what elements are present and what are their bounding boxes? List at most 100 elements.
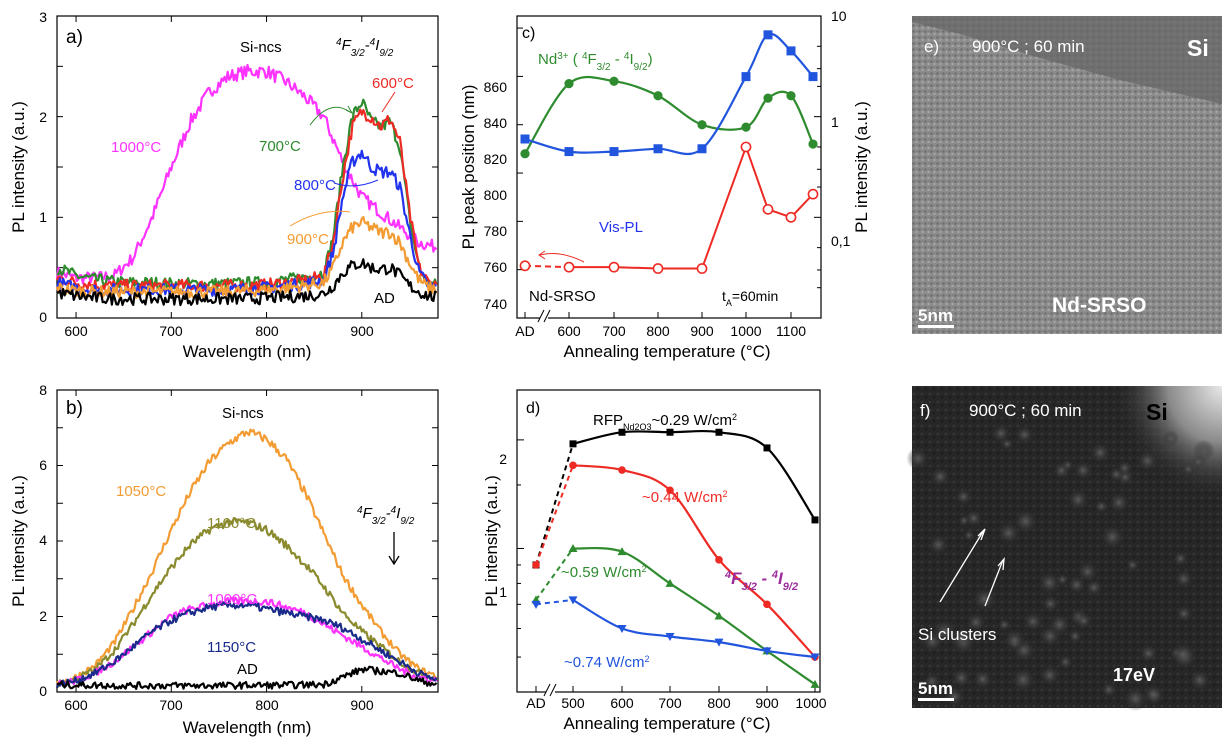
f-cluster-spot (1089, 441, 1111, 464)
a-xtick-900: 900 (350, 323, 374, 339)
c-line-sipl-dashed (524, 264, 570, 269)
f-cluster-spot (1067, 628, 1083, 644)
c-point-vis-1050 (763, 30, 773, 40)
c-point-vis-1150 (808, 72, 818, 82)
a-ytick-1: 1 (39, 209, 47, 225)
e-si-label: Si (1187, 35, 1209, 61)
series-line-600C (56, 108, 438, 293)
b-ytick-8: 8 (39, 382, 47, 398)
d-ytick-2: 2 (499, 451, 507, 467)
series-line-1150C (55, 600, 438, 689)
c-point-vis-1000 (741, 72, 751, 82)
c-arrowhead-left (538, 250, 546, 260)
series-line-900C (55, 215, 438, 299)
d-xlabel: Annealing temperature (°C) (563, 714, 770, 733)
a-annot-1000: 1000°C (111, 139, 161, 156)
b-annot-ad: AD (237, 661, 258, 678)
d-annot-rfp: RFPNd2O3~0.29 W/cm2 (593, 412, 737, 432)
d-point-3-1000 (810, 653, 820, 662)
c-point-si-700 (608, 261, 620, 273)
d-xtick-700: 700 (658, 695, 682, 711)
c-annot-ndsrso: Nd-SRSO (529, 288, 596, 305)
a-annot-800: 800°C (294, 177, 336, 194)
c-point-si-800 (652, 263, 664, 274)
c-ytick-800: 800 (484, 187, 508, 203)
f-scale-bar (918, 698, 954, 701)
f-cluster-spot (1125, 558, 1140, 572)
c-point-nd-900 (697, 120, 707, 130)
b-xtick-600: 600 (64, 697, 88, 713)
f-cluster-spot (1138, 643, 1159, 664)
a-arrowhead-700 (345, 105, 354, 115)
f-cluster-spot (1022, 611, 1044, 633)
a-arrow-600 (381, 91, 396, 113)
d-line-2 (572, 546, 816, 686)
d-point-0-600 (618, 428, 626, 436)
c-xtick-700: 700 (602, 323, 626, 339)
b-arrow-down-icon (388, 532, 400, 566)
d-annot-transition: 4F3/2 - 4I9/2 (724, 569, 798, 593)
d-line-dashed-1 (535, 464, 574, 566)
panel-a: 0 1 2 3 600 700 800 900 Wavelength (nm) … (9, 9, 439, 361)
c-point-vis-600 (564, 147, 574, 157)
d-line-0 (572, 429, 816, 521)
c-point-si-1150 (807, 188, 819, 200)
a-arrow-900 (289, 210, 351, 227)
f-cluster-spot (1039, 664, 1061, 686)
c-point-si-900 (696, 263, 708, 274)
f-cluster-spot (1084, 578, 1104, 597)
f-cluster-spot (965, 611, 987, 633)
c-ytick-760: 760 (484, 259, 508, 275)
c-point-nd-1050 (763, 93, 773, 103)
c-point-si-600 (563, 261, 575, 273)
series-line-AD (56, 665, 438, 690)
panel-d-series (531, 428, 820, 688)
c-ytick-740: 740 (484, 296, 508, 312)
d-axis-break-gap (546, 686, 555, 695)
c-ytick-820: 820 (484, 151, 508, 167)
c-panel-label: c) (522, 25, 535, 42)
d-point-0-700 (666, 428, 674, 436)
series-line-1050C (55, 428, 438, 687)
d-annot-059: ~0.59 W/cm2 (561, 564, 646, 581)
d-xtick-1000: 1000 (795, 695, 826, 711)
d-point-2-600 (617, 547, 627, 556)
c-ylabel: PL peak position (nm) (459, 85, 478, 250)
b-annot-transition: 4F3/2-4I9/2 (357, 505, 415, 527)
series-line-1100C (56, 517, 438, 688)
d-annot-074: ~0.74 W/cm2 (564, 654, 649, 671)
b-xtick-900: 900 (350, 697, 374, 713)
b-annot-1150: 1150°C (207, 639, 256, 656)
f-cluster-spot (1067, 575, 1087, 595)
d-point-2-500 (568, 543, 578, 552)
c-point-vis-900 (697, 144, 707, 154)
panel-b-ticks (57, 389, 438, 693)
a-annot-900: 900°C (287, 231, 329, 248)
c-point-si-1100 (785, 211, 797, 223)
d-xtick-900: 900 (755, 695, 779, 711)
f-cluster-spot (1093, 499, 1109, 514)
d-xtick-ad: AD (526, 695, 545, 711)
a-panel-label: a) (66, 27, 83, 48)
d-ytick-1: 1 (499, 584, 507, 600)
b-annot-sincs: Si-ncs (222, 405, 264, 422)
f-cluster-spot (1136, 449, 1159, 472)
f-cluster-spot (1100, 681, 1118, 698)
d-point-1-800 (715, 556, 723, 564)
f-cluster-spot (1058, 654, 1073, 670)
e-condition: 900°C ; 60 min (972, 37, 1085, 56)
f-arrow-2 (984, 557, 1005, 607)
c-xtick-900: 900 (690, 323, 714, 339)
f-cluster-spot (1107, 491, 1131, 514)
b-ylabel: PL intensity (a.u.) (9, 475, 28, 607)
f-cluster-spot (920, 629, 944, 654)
f-energy-label: 17eV (1113, 665, 1155, 685)
c-point-si-AD (519, 260, 531, 272)
d-panel-label: d) (526, 400, 540, 417)
b-panel-label: b) (66, 398, 83, 419)
b-xtick-800: 800 (255, 697, 279, 713)
d-point-0-900 (763, 444, 771, 452)
c-ytick-780: 780 (484, 223, 508, 239)
f-cluster-spot (1047, 613, 1071, 637)
panel-d: 1 2 AD 500 600 700 800 900 1000 Annealin… (482, 389, 827, 733)
